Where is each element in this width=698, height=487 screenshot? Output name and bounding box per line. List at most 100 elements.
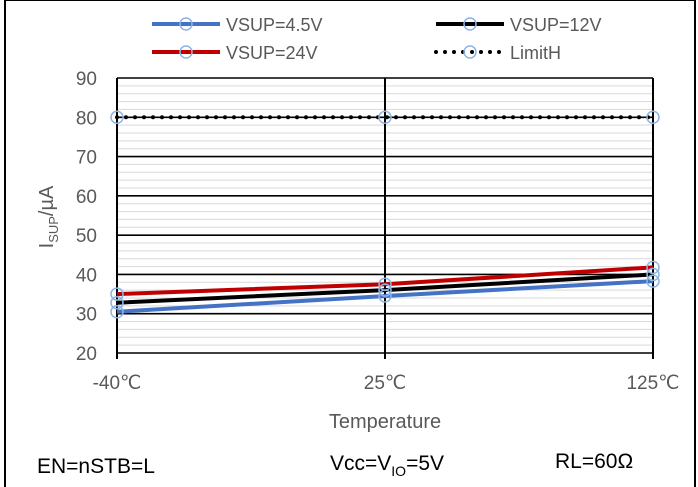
limit-dot bbox=[466, 115, 470, 120]
legend-marker bbox=[463, 17, 477, 31]
limit-dot bbox=[556, 115, 560, 120]
y-tick-label: 30 bbox=[76, 305, 97, 326]
limit-dot bbox=[115, 115, 119, 120]
limit-dot bbox=[322, 115, 326, 120]
limit-dot bbox=[574, 115, 578, 120]
y-tick-label: 60 bbox=[76, 187, 97, 208]
data-point bbox=[646, 274, 660, 288]
limit-dot bbox=[619, 115, 623, 120]
limit-dot bbox=[493, 115, 497, 120]
limit-dot bbox=[250, 115, 254, 120]
chart-frame bbox=[4, 0, 696, 487]
legend-dot bbox=[443, 50, 447, 54]
limit-dot bbox=[637, 115, 641, 120]
limit-dot bbox=[241, 115, 245, 120]
y-axis-title-unit: /µA bbox=[36, 185, 58, 216]
note-vcc-b: =5V bbox=[406, 452, 444, 475]
series-layer bbox=[115, 115, 654, 314]
series-line-LimitH bbox=[115, 115, 650, 120]
limit-dot bbox=[403, 115, 407, 120]
y-tick-label: 80 bbox=[76, 108, 97, 129]
legend: VSUP=4.5V VSUP=12V VSUP=24V LimitH bbox=[152, 15, 602, 63]
legend-item: VSUP=24V bbox=[152, 43, 318, 63]
limit-dot bbox=[358, 115, 362, 120]
limit-dot bbox=[223, 115, 227, 120]
limit-dot bbox=[214, 115, 218, 120]
legend-label: LimitH bbox=[510, 43, 561, 63]
limit-dot bbox=[178, 115, 182, 120]
data-point bbox=[646, 267, 660, 282]
limit-dot bbox=[169, 115, 173, 120]
x-tick-label: 125℃ bbox=[626, 373, 679, 394]
limit-dot bbox=[133, 115, 137, 120]
note-enable: EN=nSTB=L bbox=[37, 455, 155, 478]
legend-dot bbox=[470, 50, 474, 54]
y-tick-label: 70 bbox=[76, 148, 97, 169]
limit-dot bbox=[385, 115, 389, 120]
limit-dot bbox=[475, 115, 479, 120]
limit-dot bbox=[313, 115, 317, 120]
limit-dot bbox=[268, 115, 272, 120]
x-tick-labels: -40℃ 25℃ 125℃ bbox=[93, 373, 680, 394]
limit-dot bbox=[628, 115, 632, 120]
legend-label: VSUP=4.5V bbox=[226, 15, 323, 35]
limit-dot bbox=[565, 115, 569, 120]
note-vcc-a: Vcc=V bbox=[330, 452, 391, 475]
y-axis-title: ISUP/µA bbox=[36, 185, 61, 248]
limit-dot bbox=[286, 115, 290, 120]
limit-dot bbox=[142, 115, 146, 120]
marker-layer bbox=[110, 110, 660, 319]
limit-dot bbox=[277, 115, 281, 120]
limit-dot bbox=[349, 115, 353, 120]
legend-dot bbox=[434, 50, 438, 54]
y-tick-label: 90 bbox=[76, 69, 97, 90]
legend-label: VSUP=24V bbox=[226, 43, 318, 63]
limit-dot bbox=[232, 115, 236, 120]
limit-dot bbox=[304, 115, 308, 120]
data-point bbox=[110, 110, 124, 125]
x-tick-label: -40℃ bbox=[93, 373, 142, 394]
vertical-gridlines bbox=[116, 78, 654, 359]
limit-dot bbox=[187, 115, 191, 120]
limit-dot bbox=[439, 115, 443, 120]
limit-dot bbox=[583, 115, 587, 120]
limit-dot bbox=[502, 115, 506, 120]
legend-dot bbox=[488, 50, 492, 54]
legend-label: VSUP=12V bbox=[510, 15, 602, 35]
legend-item: VSUP=4.5V bbox=[152, 15, 323, 35]
data-point bbox=[110, 295, 124, 310]
data-point bbox=[378, 277, 392, 291]
limit-dot bbox=[457, 115, 461, 120]
limit-dot bbox=[529, 115, 533, 120]
limit-dot bbox=[124, 115, 128, 120]
limit-dot bbox=[538, 115, 542, 120]
legend-item: LimitH bbox=[434, 43, 561, 63]
note-vcc: Vcc=VIO=5V bbox=[330, 452, 444, 479]
y-tick-label: 50 bbox=[76, 226, 97, 247]
limit-dot bbox=[367, 115, 371, 120]
limit-dot bbox=[394, 115, 398, 120]
data-point bbox=[378, 283, 392, 297]
limit-dot bbox=[601, 115, 605, 120]
limit-dot bbox=[160, 115, 164, 120]
legend-dot bbox=[452, 50, 456, 54]
limit-dot bbox=[259, 115, 263, 120]
legend-marker bbox=[463, 45, 477, 59]
limit-dot bbox=[511, 115, 515, 120]
limit-dot bbox=[520, 115, 524, 120]
y-tick-labels: 20 30 40 50 60 70 80 90 bbox=[76, 69, 97, 365]
data-point bbox=[646, 260, 660, 275]
data-point bbox=[110, 287, 124, 301]
legend-item: VSUP=12V bbox=[436, 15, 602, 35]
limit-dot bbox=[592, 115, 596, 120]
limit-dot bbox=[331, 115, 335, 120]
y-tick-label: 40 bbox=[76, 265, 97, 286]
y-tick-label: 20 bbox=[76, 344, 97, 365]
data-point bbox=[646, 110, 660, 125]
legend-dot bbox=[479, 50, 483, 54]
limit-dot bbox=[340, 115, 344, 120]
limit-dot bbox=[151, 115, 155, 120]
legend-marker bbox=[179, 17, 193, 31]
limit-dot bbox=[412, 115, 416, 120]
